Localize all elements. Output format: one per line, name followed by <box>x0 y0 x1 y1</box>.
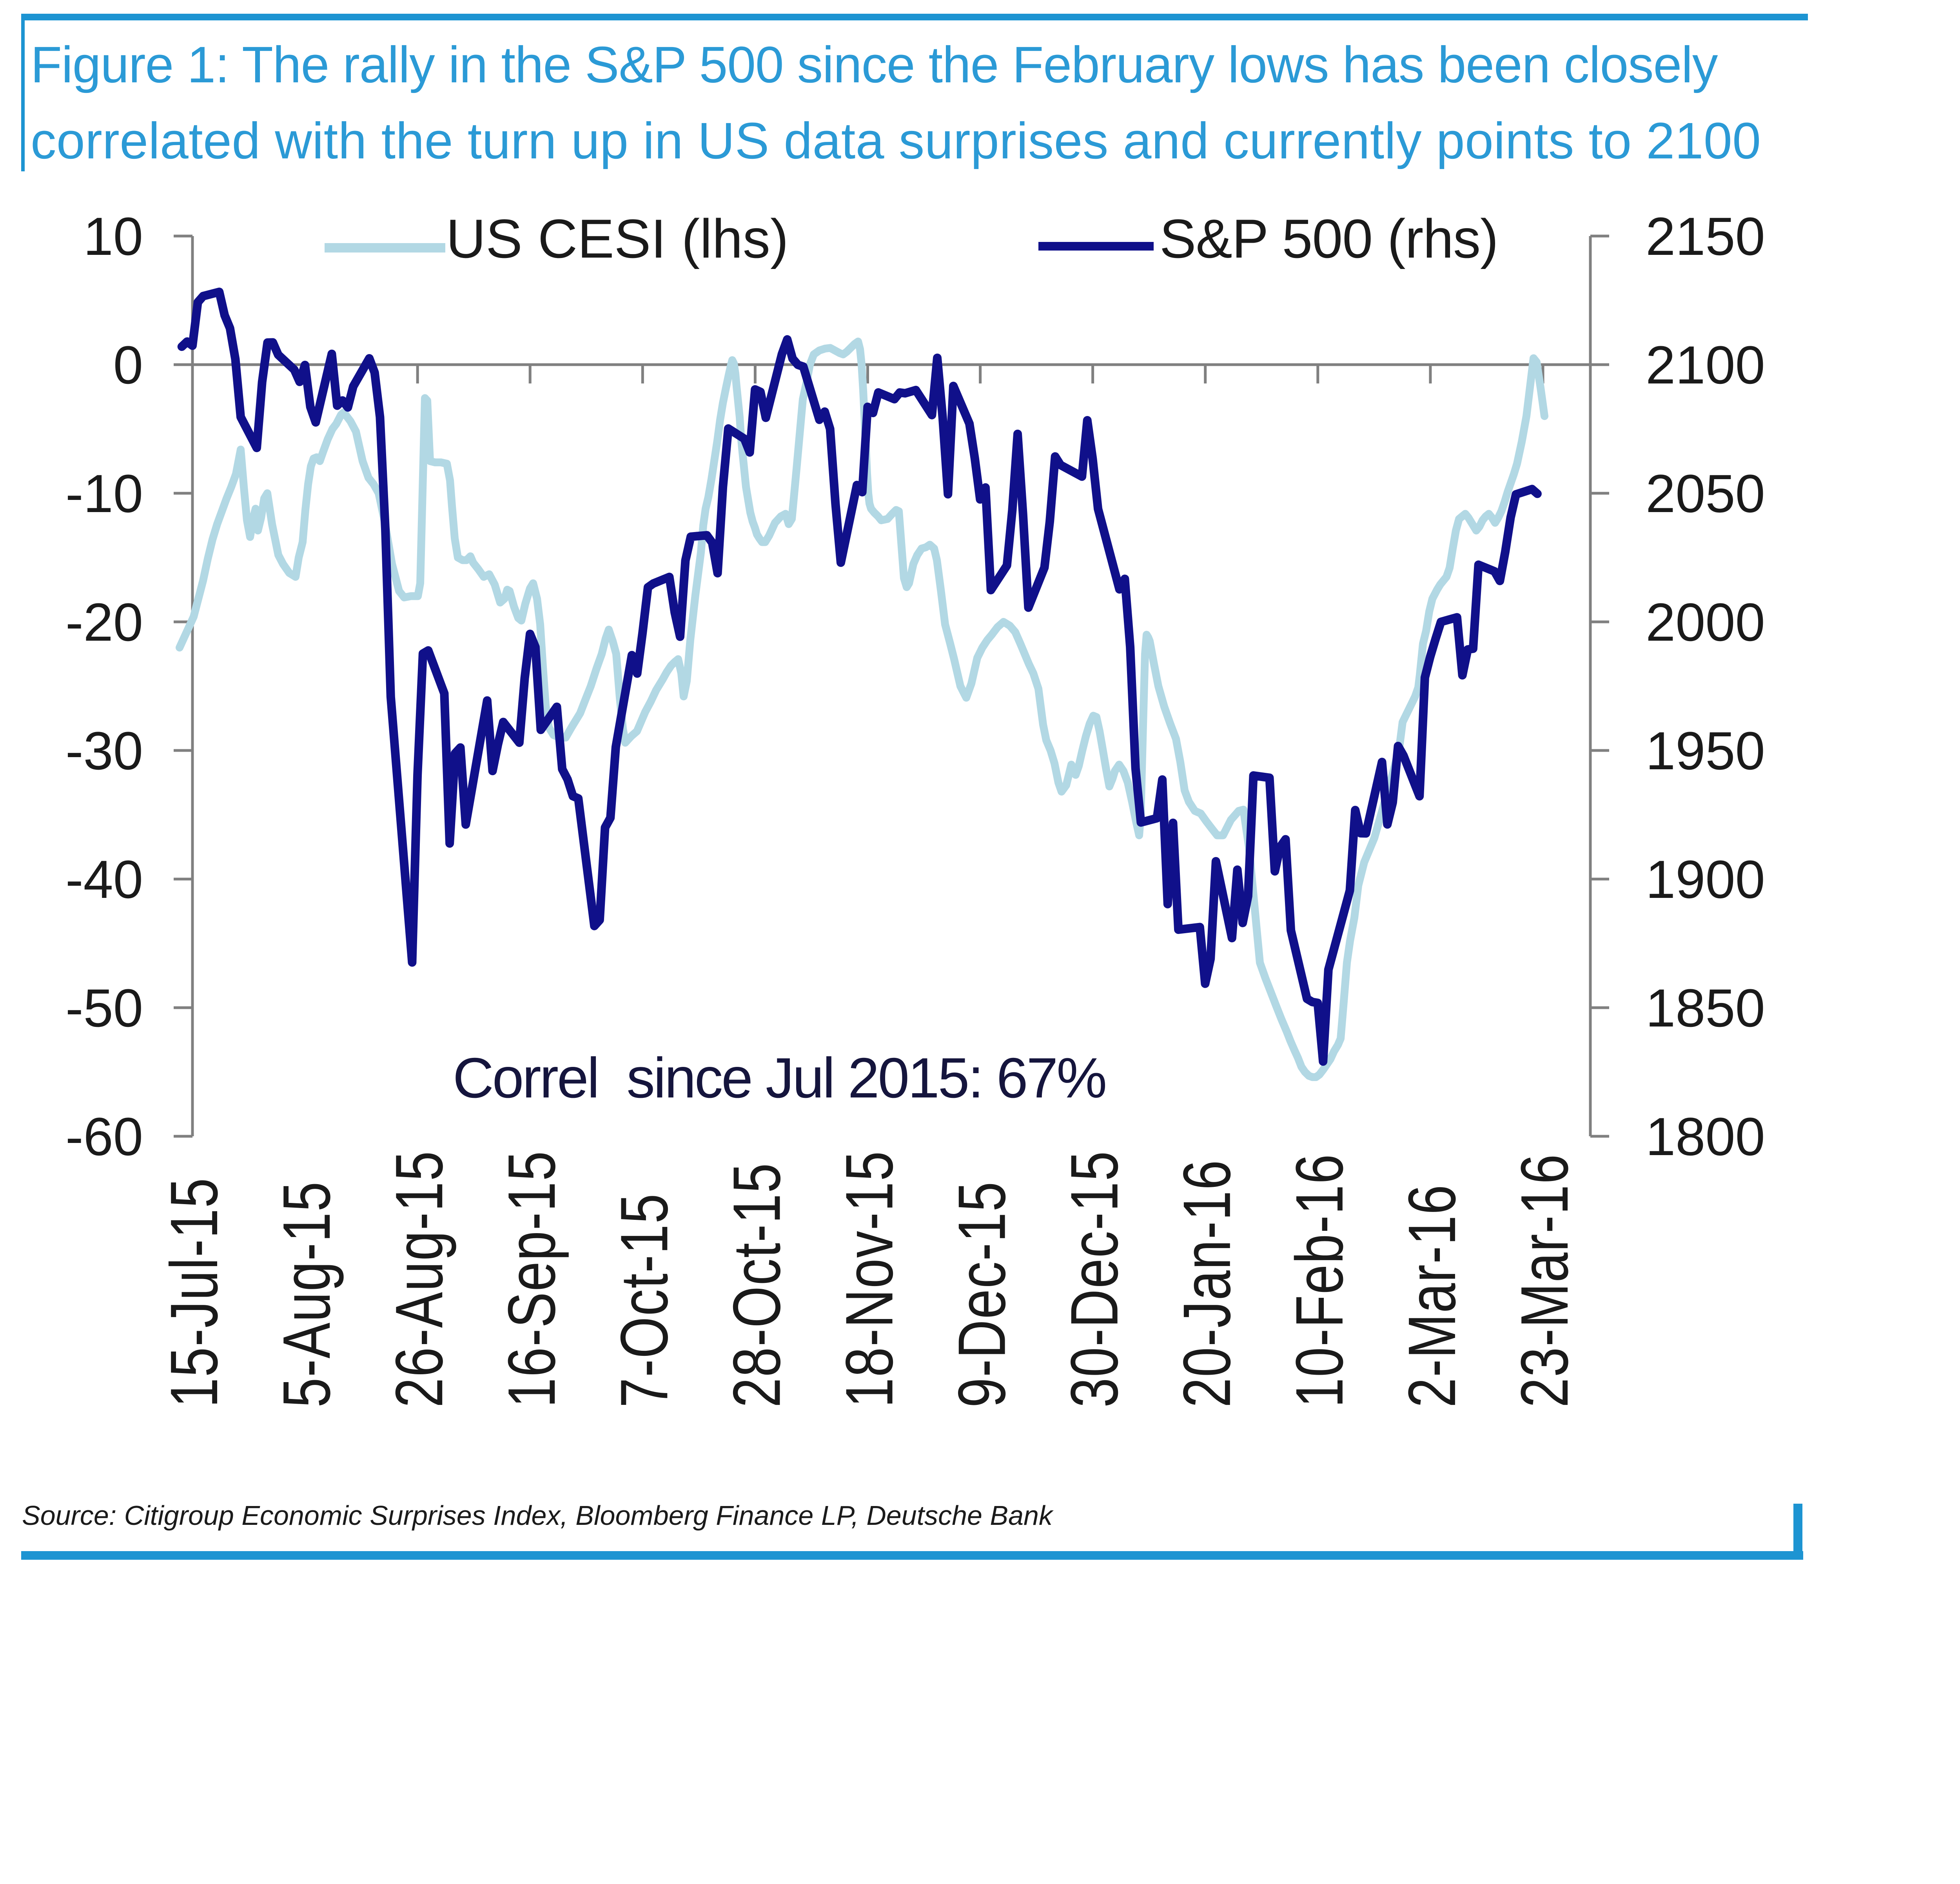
svg-text:2000: 2000 <box>1646 592 1765 652</box>
svg-text:US CESI (lhs): US CESI (lhs) <box>446 208 789 269</box>
svg-text:-40: -40 <box>65 850 143 910</box>
svg-text:18-Nov-15: 18-Nov-15 <box>832 1150 907 1408</box>
svg-text:1800: 1800 <box>1646 1107 1765 1167</box>
svg-text:Source: Citigroup Economic Sur: Source: Citigroup Economic Surprises Ind… <box>22 1500 1054 1531</box>
svg-text:1950: 1950 <box>1646 721 1765 781</box>
svg-text:10-Feb-16: 10-Feb-16 <box>1282 1154 1357 1408</box>
svg-text:30-Dec-15: 30-Dec-15 <box>1057 1150 1132 1408</box>
svg-text:-50: -50 <box>65 978 143 1038</box>
svg-text:Correl since Jul 2015: 67%: Correl since Jul 2015: 67% <box>453 1046 1105 1110</box>
svg-text:1900: 1900 <box>1646 850 1765 910</box>
svg-text:2050: 2050 <box>1646 464 1765 524</box>
svg-text:2100: 2100 <box>1646 335 1765 395</box>
svg-text:20-Jan-16: 20-Jan-16 <box>1169 1159 1244 1408</box>
svg-text:-30: -30 <box>65 721 143 781</box>
svg-text:2-Mar-16: 2-Mar-16 <box>1394 1184 1469 1408</box>
svg-text:5-Aug-15: 5-Aug-15 <box>269 1181 344 1408</box>
svg-text:7-Oct-15: 7-Oct-15 <box>607 1193 682 1408</box>
svg-text:23-Mar-16: 23-Mar-16 <box>1507 1154 1582 1408</box>
svg-text:26-Aug-15: 26-Aug-15 <box>382 1150 457 1408</box>
svg-text:-10: -10 <box>65 464 143 524</box>
svg-text:15-Jul-15: 15-Jul-15 <box>156 1177 231 1408</box>
svg-text:2150: 2150 <box>1646 207 1765 267</box>
svg-text:0: 0 <box>113 335 143 395</box>
svg-text:correlated with the turn up in: correlated with the turn up in US data s… <box>31 112 1761 169</box>
svg-text:10: 10 <box>83 207 143 267</box>
svg-text:S&P 500 (rhs): S&P 500 (rhs) <box>1160 208 1498 269</box>
svg-text:16-Sep-15: 16-Sep-15 <box>494 1150 569 1408</box>
svg-text:28-Oct-15: 28-Oct-15 <box>719 1163 794 1408</box>
svg-text:1850: 1850 <box>1646 978 1765 1038</box>
svg-text:-60: -60 <box>65 1107 143 1167</box>
svg-text:-20: -20 <box>65 592 143 652</box>
svg-text:9-Dec-15: 9-Dec-15 <box>944 1181 1019 1408</box>
svg-text:Figure 1: The rally in the S&P: Figure 1: The rally in the S&P 500 since… <box>31 36 1718 93</box>
